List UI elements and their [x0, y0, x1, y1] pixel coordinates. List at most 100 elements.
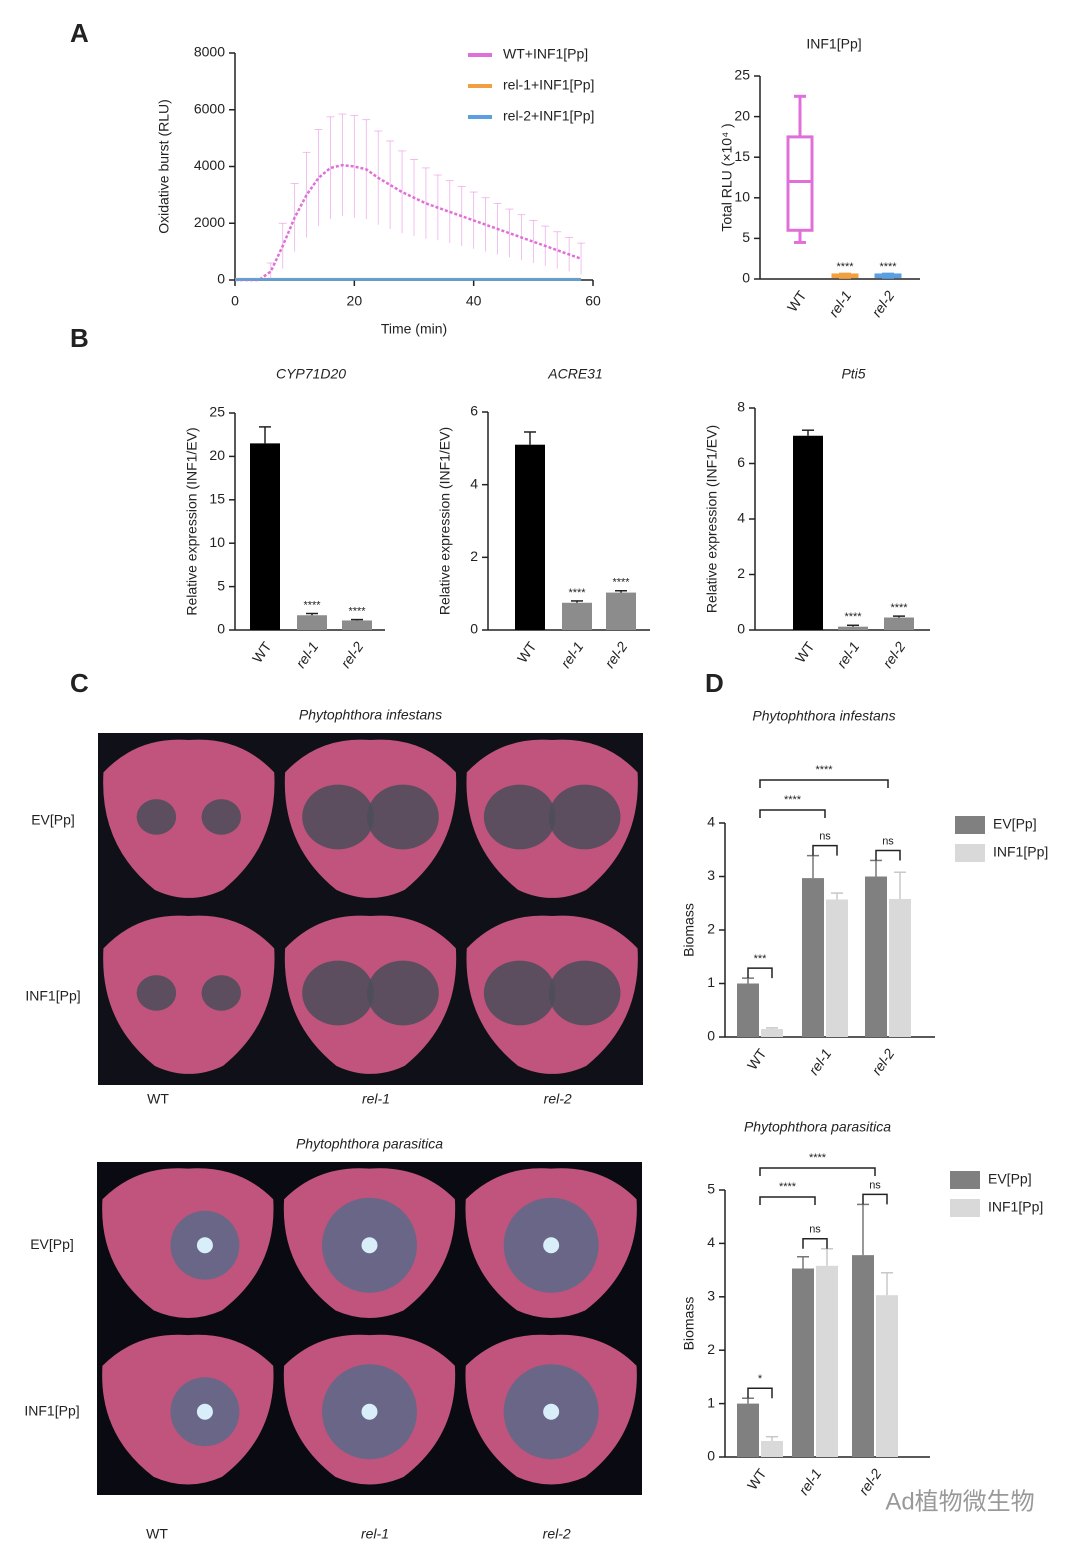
- legend-label: INF1[Pp]: [988, 1199, 1043, 1215]
- bracket: [812, 844, 838, 856]
- column-label: rel-2: [544, 1091, 572, 1107]
- column-label: WT: [147, 1091, 169, 1107]
- x-tick-label: WT: [249, 638, 275, 665]
- inoculum: [361, 1237, 378, 1254]
- bracket: [759, 1196, 816, 1205]
- significance: ns: [869, 1179, 881, 1191]
- lesion: [483, 960, 556, 1026]
- inoculum: [361, 1403, 378, 1420]
- legend-label: rel-1+INF1[Pp]: [503, 77, 594, 93]
- x-tick-label: rel-2: [337, 638, 366, 670]
- lesion: [367, 960, 439, 1026]
- x-tick-label: WT: [514, 638, 540, 665]
- bar: [297, 615, 327, 630]
- y-tick-label: 0: [707, 1028, 715, 1044]
- bar: [737, 983, 759, 1037]
- significance: ****: [612, 577, 630, 589]
- chart-title: CYP71D20: [276, 366, 346, 382]
- leaf: [103, 915, 275, 1074]
- y-tick-label: 6: [737, 454, 745, 470]
- bar: [562, 602, 592, 630]
- lesion: [367, 784, 439, 850]
- bar: [761, 1440, 783, 1457]
- x-tick-label: rel-2: [879, 638, 908, 670]
- y-tick-label: 0: [217, 621, 225, 637]
- x-tick-label: rel-1: [557, 639, 586, 671]
- x-tick-label: rel-2: [868, 287, 897, 319]
- y-tick-label: 20: [209, 447, 225, 463]
- y-axis-label: Oxidative burst (RLU): [156, 99, 172, 234]
- lesion: [483, 784, 556, 850]
- lesion: [201, 975, 242, 1011]
- y-tick-label: 2: [707, 921, 715, 937]
- bar: [865, 876, 887, 1037]
- y-tick-label: 5: [217, 577, 225, 593]
- y-tick-label: 1: [707, 1394, 715, 1410]
- box: [786, 135, 814, 232]
- significance: ****: [784, 794, 802, 806]
- lesion: [136, 799, 177, 835]
- lesion: [201, 799, 242, 835]
- y-tick-label: 4: [737, 510, 745, 526]
- x-tick-label: 40: [466, 293, 482, 309]
- y-axis-label: Total RLU (×10⁴ ): [719, 123, 735, 231]
- leaf: [103, 739, 275, 898]
- x-tick-label: rel-1: [833, 639, 862, 671]
- x-tick-label: rel-2: [855, 1465, 884, 1497]
- bracket: [759, 779, 889, 788]
- legend-swatch: [950, 1171, 980, 1189]
- x-tick-label: 60: [585, 293, 601, 309]
- y-tick-label: 0: [217, 271, 225, 287]
- significance: ****: [890, 602, 908, 614]
- column-label: rel-1: [361, 1526, 389, 1542]
- significance: ****: [815, 764, 833, 776]
- row-label: EV[Pp]: [31, 812, 75, 828]
- y-tick-label: 10: [734, 189, 750, 205]
- lesion: [302, 960, 374, 1026]
- chart-title: INF1[Pp]: [806, 36, 861, 52]
- y-tick-label: 25: [734, 67, 750, 83]
- chart-title: ACRE31: [547, 366, 602, 382]
- bar: [792, 1268, 814, 1457]
- x-tick-label: rel-1: [805, 1046, 834, 1078]
- lesion: [302, 784, 374, 850]
- bar: [250, 443, 280, 630]
- bar: [793, 435, 823, 630]
- significance: *: [758, 1373, 763, 1385]
- bracket: [875, 849, 901, 861]
- legend-label: INF1[Pp]: [993, 844, 1048, 860]
- bar: [838, 626, 868, 630]
- y-tick-label: 0: [742, 270, 750, 286]
- watermark: Ad植物微生物: [885, 1488, 1034, 1515]
- panel-label: C: [70, 668, 89, 698]
- legend-label: EV[Pp]: [988, 1171, 1032, 1187]
- bar: [816, 1265, 838, 1457]
- y-tick-label: 15: [209, 491, 225, 507]
- bar: [342, 620, 372, 630]
- bar: [876, 1295, 898, 1457]
- bracket: [862, 1193, 888, 1205]
- panel-label: A: [70, 18, 89, 48]
- y-axis-label: Biomass: [681, 1297, 697, 1351]
- significance: ****: [348, 605, 366, 617]
- bracket: [759, 809, 826, 818]
- x-tick-label: WT: [744, 1045, 770, 1072]
- x-tick-label: WT: [784, 287, 810, 314]
- x-tick-label: rel-2: [868, 1045, 897, 1077]
- bracket: [747, 1387, 773, 1399]
- legend-label: WT+INF1[Pp]: [503, 46, 588, 62]
- significance: ****: [779, 1181, 797, 1193]
- x-axis-label: Time (min): [381, 321, 447, 337]
- y-tick-label: 2: [470, 548, 478, 564]
- row-label: EV[Pp]: [30, 1236, 74, 1252]
- row-label: INF1[Pp]: [24, 1402, 79, 1418]
- bar: [761, 1028, 783, 1037]
- y-axis-label: Biomass: [681, 903, 697, 957]
- y-tick-label: 10: [209, 534, 225, 550]
- row-label: INF1[Pp]: [25, 988, 80, 1004]
- y-tick-label: 3: [707, 1288, 715, 1304]
- y-tick-label: 8000: [194, 44, 225, 60]
- legend-swatch: [955, 816, 985, 834]
- bar: [515, 444, 545, 630]
- x-tick-label: WT: [744, 1465, 770, 1492]
